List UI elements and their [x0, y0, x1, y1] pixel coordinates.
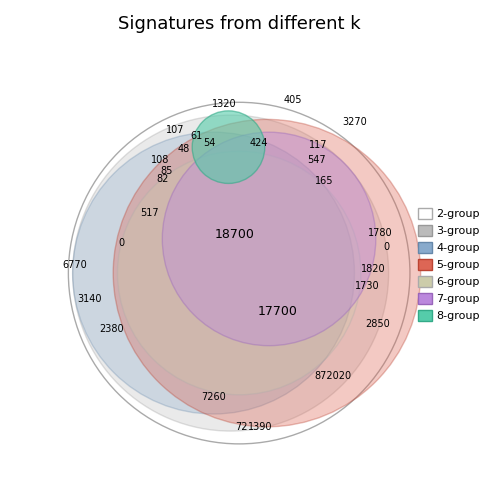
Title: Signatures from different k: Signatures from different k: [118, 15, 360, 33]
Text: 1730: 1730: [355, 281, 380, 291]
Text: 6770: 6770: [62, 260, 87, 270]
Circle shape: [73, 115, 389, 431]
Text: 2380: 2380: [99, 324, 123, 334]
Text: 872020: 872020: [314, 370, 352, 381]
Text: 61: 61: [191, 132, 203, 142]
Text: 107: 107: [166, 125, 184, 135]
Text: 72: 72: [235, 422, 247, 432]
Text: 405: 405: [283, 95, 302, 105]
Text: 7260: 7260: [201, 392, 226, 402]
Text: 517: 517: [140, 208, 159, 218]
Text: 82: 82: [156, 174, 168, 184]
Text: 1780: 1780: [368, 227, 393, 237]
Text: 165: 165: [316, 176, 334, 186]
Text: 3140: 3140: [78, 294, 102, 304]
Text: 0: 0: [384, 242, 390, 253]
Text: 18700: 18700: [215, 228, 255, 241]
Legend: 2-group, 3-group, 4-group, 5-group, 6-group, 7-group, 8-group: 2-group, 3-group, 4-group, 5-group, 6-gr…: [415, 205, 483, 325]
Text: 424: 424: [249, 138, 268, 148]
Text: 108: 108: [151, 155, 169, 165]
Circle shape: [162, 132, 376, 346]
Circle shape: [192, 111, 265, 183]
Circle shape: [73, 132, 354, 414]
Circle shape: [113, 119, 421, 427]
Text: 1390: 1390: [248, 422, 273, 432]
Text: 85: 85: [160, 166, 173, 175]
Text: 2850: 2850: [365, 320, 390, 329]
Text: 54: 54: [203, 138, 216, 148]
Text: 1320: 1320: [212, 99, 236, 109]
Circle shape: [117, 151, 361, 395]
Text: 117: 117: [309, 140, 328, 150]
Text: 48: 48: [177, 144, 190, 154]
Text: 0: 0: [118, 238, 125, 248]
Text: 547: 547: [307, 155, 326, 165]
Text: 1820: 1820: [361, 264, 386, 274]
Text: 3270: 3270: [342, 116, 367, 127]
Text: 17700: 17700: [258, 305, 297, 318]
